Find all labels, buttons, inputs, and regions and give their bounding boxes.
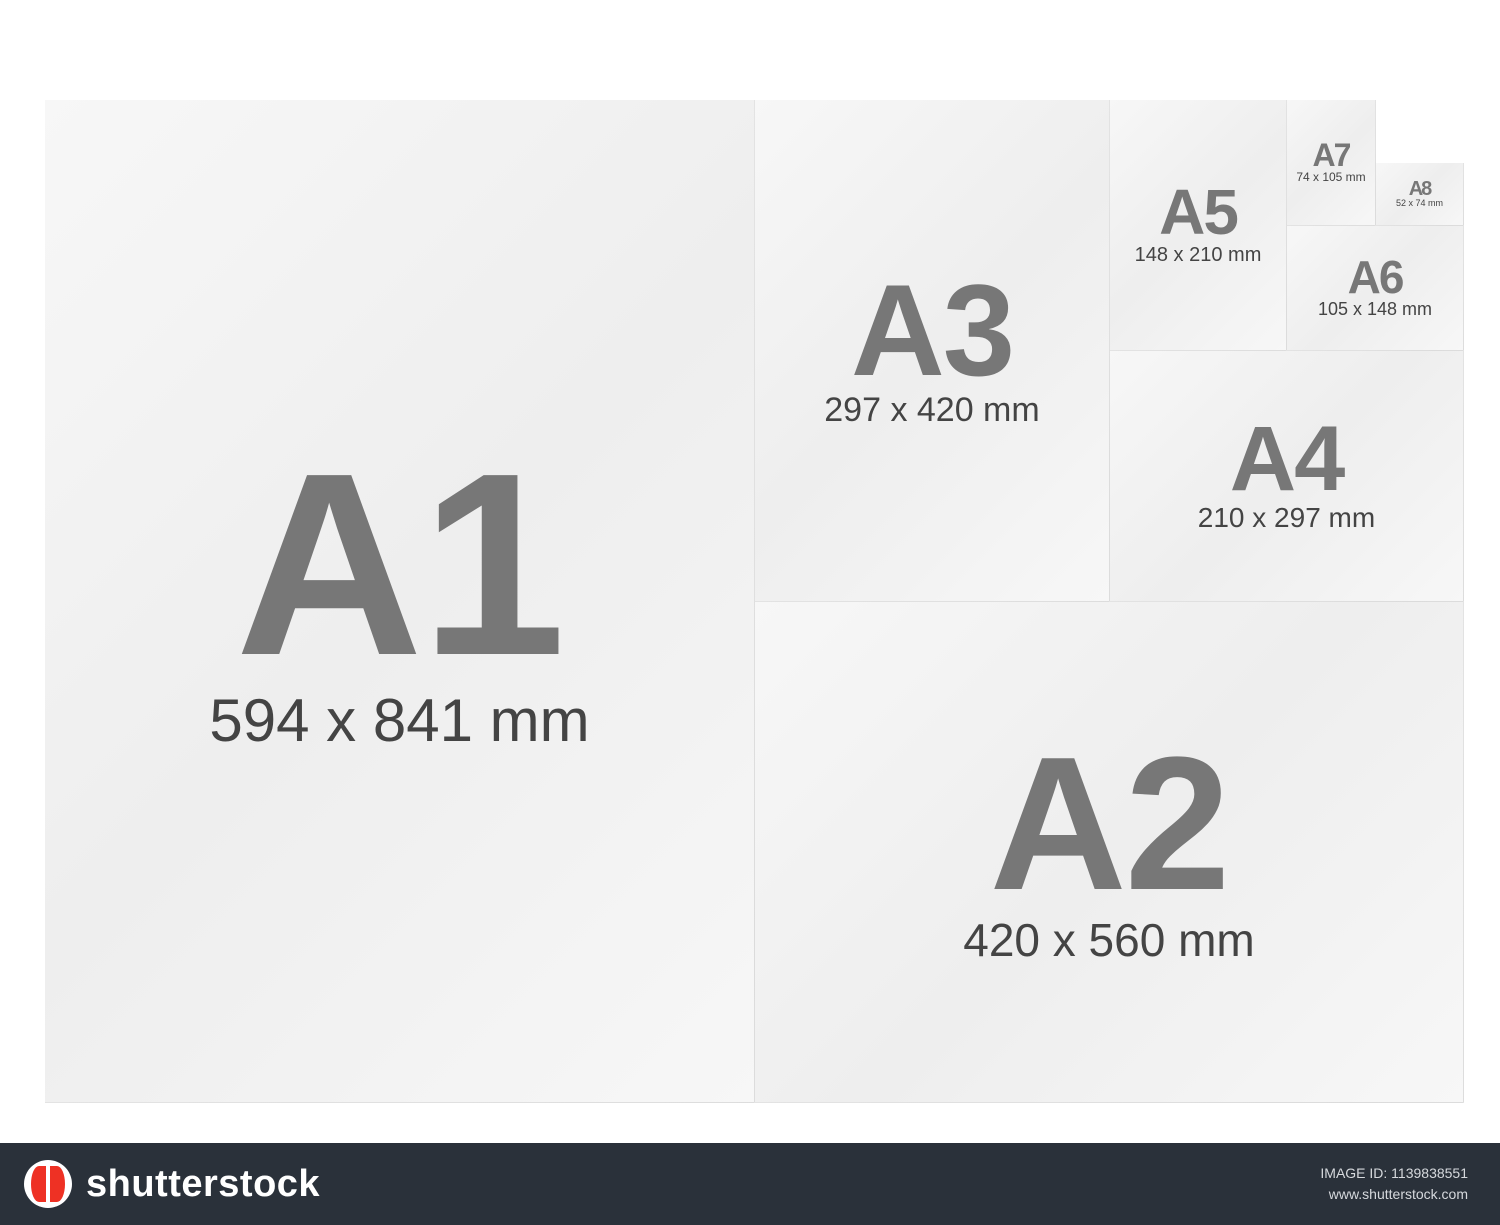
paper-a5: A5148 x 210 mm bbox=[1110, 100, 1287, 351]
paper-dimensions: 52 x 74 mm bbox=[1396, 199, 1443, 209]
shutterstock-logo-icon bbox=[24, 1160, 72, 1208]
paper-label: A6 bbox=[1348, 257, 1403, 298]
paper-label: A8 bbox=[1409, 180, 1431, 198]
footer-bar: shutterstock IMAGE ID: 1139838551 www.sh… bbox=[0, 1143, 1500, 1225]
paper-a4: A4210 x 297 mm bbox=[1110, 351, 1464, 602]
paper-label: A3 bbox=[851, 272, 1013, 389]
paper-label: A4 bbox=[1230, 418, 1344, 501]
brand-name: shutterstock bbox=[86, 1163, 320, 1206]
paper-a6: A6105 x 148 mm bbox=[1287, 226, 1464, 351]
paper-label: A1 bbox=[235, 448, 563, 682]
paper-a8: A852 x 74 mm bbox=[1376, 163, 1464, 226]
paper-a3: A3297 x 420 mm bbox=[755, 100, 1110, 602]
paper-dimensions: 420 x 560 mm bbox=[963, 915, 1254, 966]
paper-dimensions: 74 x 105 mm bbox=[1296, 171, 1365, 184]
paper-dimensions: 210 x 297 mm bbox=[1198, 503, 1375, 534]
paper-label: A2 bbox=[990, 739, 1229, 910]
site-url: www.shutterstock.com bbox=[1320, 1184, 1468, 1205]
image-id: IMAGE ID: 1139838551 bbox=[1320, 1163, 1468, 1184]
paper-a7: A774 x 105 mm bbox=[1287, 100, 1376, 226]
paper-label: A5 bbox=[1159, 184, 1237, 242]
paper-label: A7 bbox=[1313, 141, 1350, 170]
paper-a1: A1594 x 841 mm bbox=[45, 100, 755, 1103]
paper-dimensions: 594 x 841 mm bbox=[209, 688, 589, 754]
paper-sizes-diagram: A1594 x 841 mmA2420 x 560 mmA3297 x 420 … bbox=[45, 100, 1464, 1103]
paper-dimensions: 148 x 210 mm bbox=[1135, 244, 1262, 266]
paper-dimensions: 297 x 420 mm bbox=[824, 392, 1039, 429]
brand: shutterstock bbox=[24, 1160, 320, 1208]
footer-meta: IMAGE ID: 1139838551 www.shutterstock.co… bbox=[1320, 1163, 1468, 1205]
paper-a2: A2420 x 560 mm bbox=[755, 602, 1464, 1103]
stage: A1594 x 841 mmA2420 x 560 mmA3297 x 420 … bbox=[0, 0, 1500, 1225]
paper-dimensions: 105 x 148 mm bbox=[1318, 300, 1432, 320]
